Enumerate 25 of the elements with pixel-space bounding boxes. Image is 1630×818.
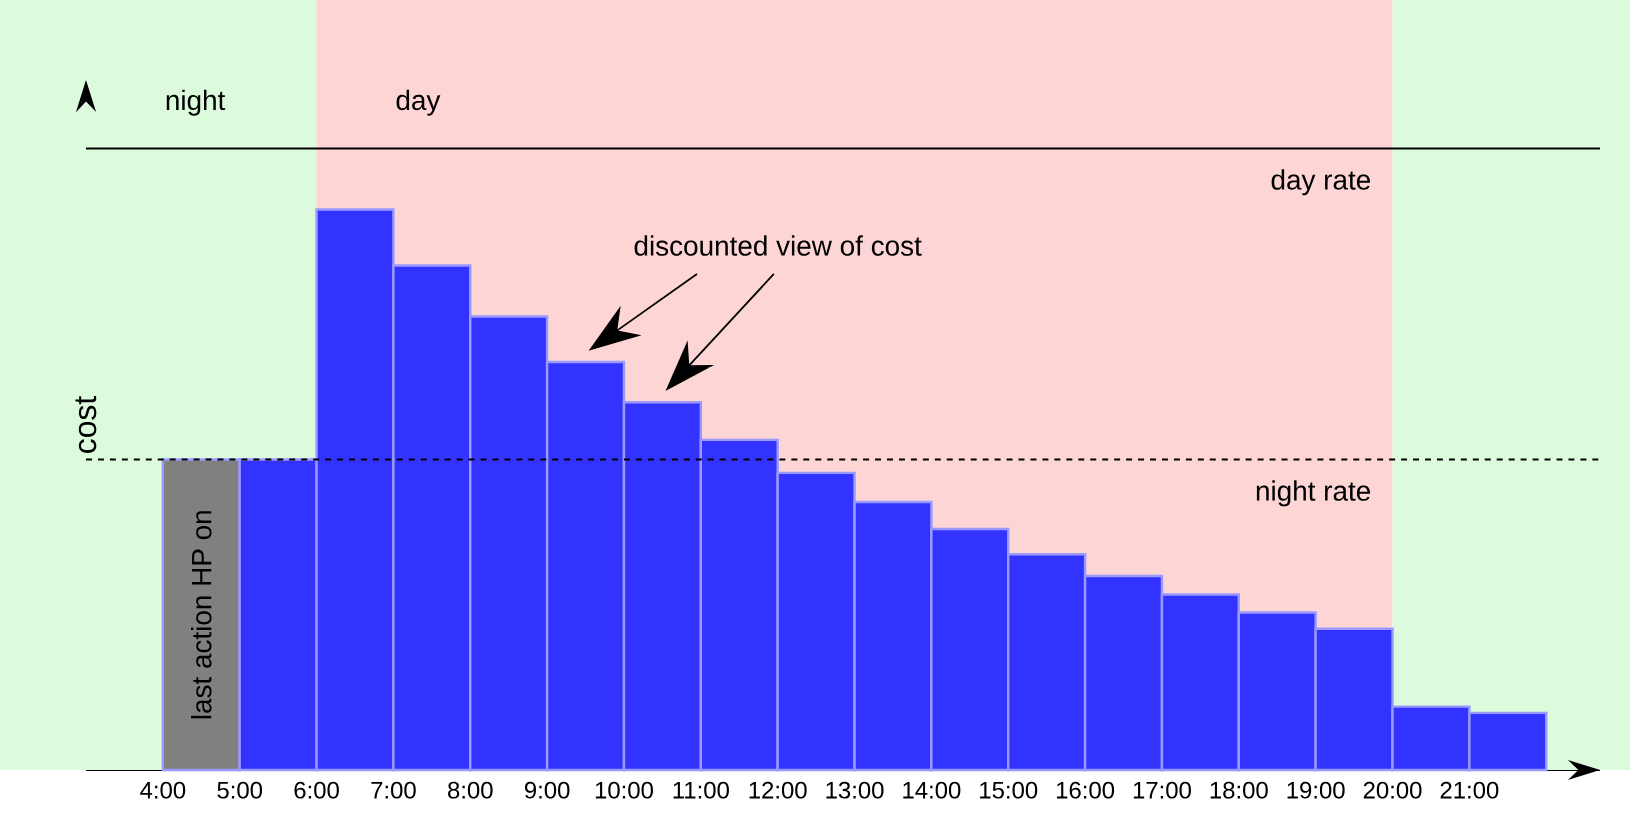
band-label: day: [396, 89, 441, 116]
x-tick-label: 4:00: [140, 781, 186, 799]
x-tick-label: 8:00: [448, 781, 493, 799]
x-tick-label: 17:00: [1133, 781, 1191, 799]
annotation: discounted view of cost: [634, 235, 922, 256]
x-tick-label: 12:00: [749, 781, 807, 799]
y-axis-title: cost: [75, 396, 97, 453]
x-tick-label: 6:00: [294, 781, 339, 799]
annotation: last action HP on: [191, 511, 212, 719]
x-tick-label: 5:00: [217, 781, 263, 799]
x-tick-label: 19:00: [1287, 781, 1345, 799]
x-tick-label: 11:00: [673, 781, 729, 799]
band-label: night: [166, 89, 226, 116]
x-tick-label: 18:00: [1210, 781, 1268, 799]
ref-line-label: night rate: [1256, 480, 1371, 507]
x-tick-label: 7:00: [371, 781, 416, 799]
x-tick-label: 14:00: [903, 781, 961, 799]
x-tick-label: 21:00: [1440, 781, 1499, 799]
x-tick-label: 10:00: [595, 781, 653, 799]
x-tick-label: 15:00: [980, 781, 1038, 799]
ref-line-label: day rate: [1271, 169, 1371, 196]
x-tick-label: 20:00: [1363, 781, 1422, 799]
x-tick-label: 13:00: [826, 781, 884, 799]
x-tick-label: 16:00: [1056, 781, 1115, 799]
x-tick-label: 9:00: [524, 781, 570, 799]
